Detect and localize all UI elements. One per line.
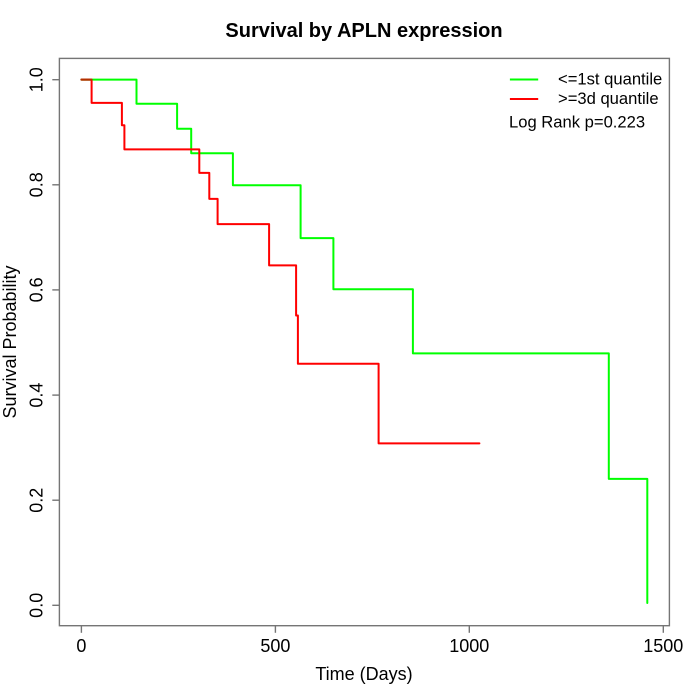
svg-text:0.4: 0.4	[27, 383, 47, 408]
svg-text:1.0: 1.0	[27, 67, 47, 92]
svg-text:Survival Probability: Survival Probability	[0, 265, 20, 418]
svg-text:Survival by APLN expression: Survival by APLN expression	[225, 20, 502, 42]
svg-text:0.8: 0.8	[27, 172, 47, 197]
svg-text:0.2: 0.2	[27, 488, 47, 513]
svg-text:0: 0	[76, 636, 86, 656]
svg-text:500: 500	[260, 636, 290, 656]
svg-text:>=3d quantile: >=3d quantile	[558, 89, 659, 108]
svg-text:1500: 1500	[643, 636, 683, 656]
svg-text:1000: 1000	[449, 636, 489, 656]
svg-text:<=1st quantile: <=1st quantile	[558, 70, 662, 89]
svg-text:0.6: 0.6	[27, 277, 47, 302]
svg-text:Time (Days): Time (Days)	[315, 664, 412, 684]
svg-text:0.0: 0.0	[27, 593, 47, 618]
svg-text:Log Rank p=0.223: Log Rank p=0.223	[509, 113, 645, 132]
